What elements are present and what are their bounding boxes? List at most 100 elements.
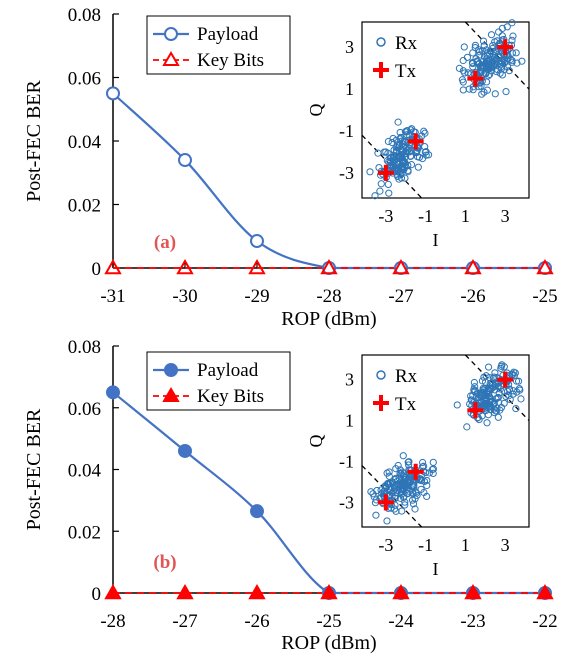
x-tick-label: -30 xyxy=(172,286,197,307)
payload-point xyxy=(178,153,192,168)
rx-point xyxy=(383,469,391,477)
rx-point xyxy=(483,419,491,427)
rx-point xyxy=(495,28,503,36)
legend-marker-key-bits xyxy=(162,51,180,66)
key-bits-point xyxy=(392,258,410,275)
key-bits-point xyxy=(536,583,554,600)
panel-b: 0 0.02 0.04 0.06 0.08 -28 -27 -26 -25 -24 -23 -22 RO… xyxy=(23,337,558,654)
x-tick-label: -29 xyxy=(244,286,269,307)
rx-point xyxy=(418,154,427,163)
rx-point xyxy=(404,458,412,466)
rx-point xyxy=(393,477,402,485)
key-bits-point xyxy=(176,258,194,275)
y-axis-label: Post-FEC BER xyxy=(23,408,45,530)
inset-y-tick-label: 3 xyxy=(345,37,354,57)
inset-x-label: I xyxy=(433,559,439,579)
legend-label-key-bits: Key Bits xyxy=(197,50,264,71)
rx-point xyxy=(495,398,503,407)
rx-point xyxy=(390,484,399,492)
rx-point xyxy=(518,57,526,65)
rx-point xyxy=(394,118,402,126)
rx-point xyxy=(486,395,495,403)
rx-point xyxy=(406,152,415,160)
rx-point xyxy=(485,373,494,382)
rx-point xyxy=(473,57,481,65)
key-bits-point xyxy=(392,583,410,600)
rx-point xyxy=(488,66,496,75)
rx-point xyxy=(515,385,524,393)
rx-point xyxy=(502,87,510,96)
y-axis-label: Post-FEC BER xyxy=(23,79,45,201)
rx-point xyxy=(478,90,486,98)
legend-label-key-bits: Key Bits xyxy=(197,386,264,407)
rx-point xyxy=(463,423,471,431)
rx-point xyxy=(501,58,509,66)
rx-point xyxy=(493,394,501,402)
key-bits-point xyxy=(104,583,122,600)
y-tick-label: 0 xyxy=(92,584,102,605)
rx-point xyxy=(390,146,398,154)
rx-point xyxy=(492,55,500,63)
inset-x-tick-label: 1 xyxy=(461,535,470,555)
rx-point xyxy=(418,476,426,484)
rx-point xyxy=(475,48,484,56)
x-tick-label: -23 xyxy=(460,611,485,632)
key-bits-point xyxy=(464,583,482,600)
rx-point xyxy=(455,64,463,72)
rx-point xyxy=(408,496,417,504)
tx-point xyxy=(377,494,394,511)
rx-point xyxy=(513,59,521,67)
rx-point xyxy=(371,192,379,200)
rx-point xyxy=(384,180,392,188)
rx-point xyxy=(383,517,391,525)
y-tick-label: 0.06 xyxy=(68,399,101,420)
rx-point xyxy=(483,86,491,94)
rx-point xyxy=(512,404,520,413)
key-bits-point xyxy=(248,583,266,600)
rx-point xyxy=(374,149,382,157)
rx-point xyxy=(500,399,508,407)
rx-point xyxy=(475,415,483,424)
rx-point xyxy=(491,48,500,56)
x-tick-label: -28 xyxy=(316,286,341,307)
y-tick-label: 0.08 xyxy=(68,5,101,26)
rx-point xyxy=(402,147,410,156)
inset-x-label: I xyxy=(433,230,439,250)
legend-label-payload: Payload xyxy=(197,24,259,45)
rx-point xyxy=(410,483,418,491)
rx-point xyxy=(423,481,431,490)
x-axis-label: ROP (dBm) xyxy=(281,308,376,330)
inset-y-tick-label: -3 xyxy=(339,163,354,183)
rx-point xyxy=(479,37,488,45)
x-tick-label: -25 xyxy=(316,611,341,632)
x-tick-label: -22 xyxy=(532,611,557,632)
constellation-inset: Rx Tx -3 -1 1 3 3 1 -1 -3 I Q xyxy=(306,19,530,250)
inset-legend-label-rx: Rx xyxy=(395,33,418,54)
rx-point xyxy=(375,163,383,172)
rx-point xyxy=(393,141,401,149)
payload-point xyxy=(106,385,120,400)
rx-point xyxy=(484,411,492,419)
rx-point xyxy=(485,384,494,392)
rx-point xyxy=(493,37,501,45)
rx-point xyxy=(512,377,521,385)
y-tick-label: 0.06 xyxy=(68,69,101,90)
tx-point xyxy=(467,70,484,87)
rx-point xyxy=(512,49,520,57)
rx-point xyxy=(392,465,400,473)
rx-point xyxy=(402,152,410,160)
rx-point xyxy=(509,32,517,40)
payload-point xyxy=(250,234,264,249)
tx-point xyxy=(407,133,424,150)
inset-legend-marker-tx xyxy=(373,62,389,78)
rx-point xyxy=(490,405,498,413)
rx-point xyxy=(497,63,505,71)
rx-point xyxy=(395,474,403,482)
rx-point xyxy=(409,500,418,508)
rx-point xyxy=(508,19,516,27)
decision-boundary xyxy=(361,134,423,199)
rx-point xyxy=(487,31,496,39)
rx-point xyxy=(469,59,477,68)
rx-point xyxy=(483,400,491,408)
inset-y-tick-label: 1 xyxy=(345,411,354,431)
